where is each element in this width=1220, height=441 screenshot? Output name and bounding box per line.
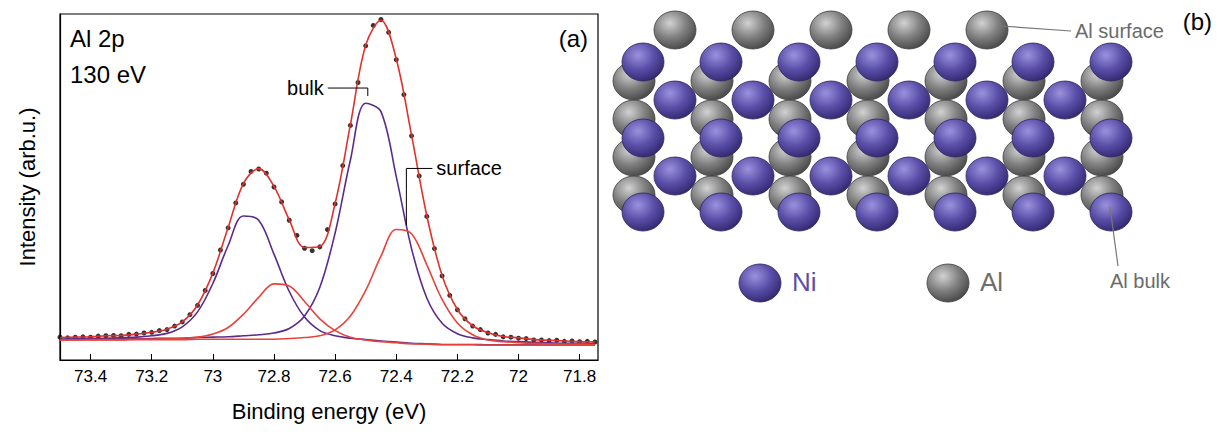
svg-text:Binding energy (eV): Binding energy (eV) <box>232 399 426 424</box>
svg-text:73.4: 73.4 <box>74 367 107 386</box>
svg-text:130 eV: 130 eV <box>70 61 146 88</box>
svg-text:71.8: 71.8 <box>563 367 596 386</box>
svg-text:72.4: 72.4 <box>380 367 413 386</box>
svg-text:Al: Al <box>980 267 1003 297</box>
svg-text:bulk: bulk <box>287 77 325 99</box>
svg-text:(a): (a) <box>559 25 588 52</box>
svg-text:73.2: 73.2 <box>135 367 168 386</box>
svg-text:Al 2p: Al 2p <box>70 25 125 52</box>
svg-text:72.2: 72.2 <box>441 367 474 386</box>
svg-text:Al surface: Al surface <box>1075 20 1164 42</box>
svg-text:Intensity (arb.u.): Intensity (arb.u.) <box>15 108 40 267</box>
svg-text:(b): (b) <box>1183 8 1212 35</box>
svg-text:72: 72 <box>509 367 528 386</box>
svg-text:72.8: 72.8 <box>257 367 290 386</box>
svg-text:Ni: Ni <box>792 267 817 297</box>
svg-text:Al bulk: Al bulk <box>1110 270 1171 292</box>
svg-text:72.6: 72.6 <box>319 367 352 386</box>
svg-text:surface: surface <box>436 157 502 179</box>
svg-text:73: 73 <box>203 367 222 386</box>
